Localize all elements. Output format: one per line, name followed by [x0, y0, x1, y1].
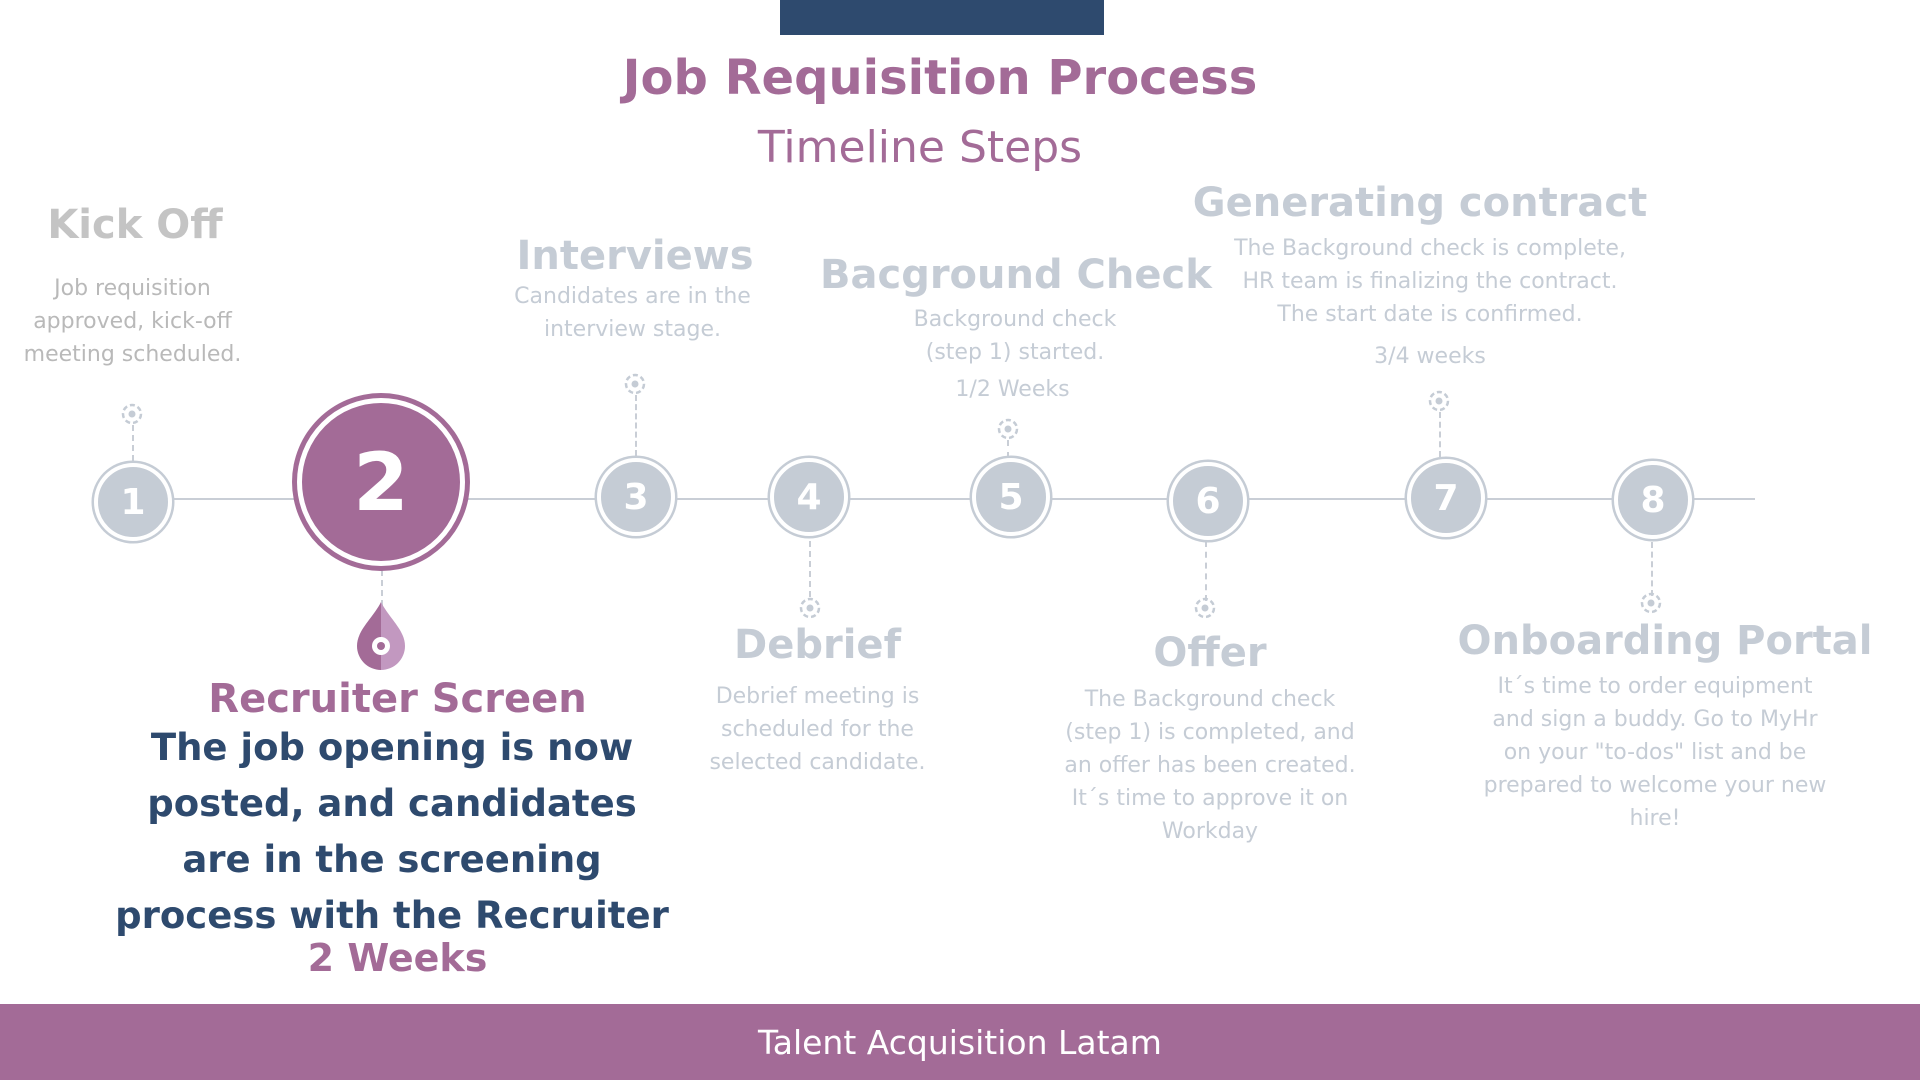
step-6-title: Offer: [1153, 630, 1267, 676]
step-4-description: Debrief meeting is scheduled for the sel…: [709, 684, 926, 775]
footer-text: Talent Acquisition Latam: [758, 1022, 1162, 1062]
step-circle-2: 2: [297, 398, 465, 566]
step-circle-7: 7: [1407, 459, 1485, 537]
step-2-description: The job opening is now posted, and candi…: [115, 726, 669, 937]
header-accent-bar: [780, 0, 1104, 35]
pin-step-4-icon: [799, 597, 821, 619]
connector-step-3: [635, 395, 637, 456]
active-step-marker-icon: [357, 602, 405, 670]
step-6-description: The Background check (step 1) is complet…: [1064, 687, 1356, 844]
footer-bar: Talent Acquisition Latam: [0, 1004, 1920, 1080]
step-5-title: Bacground Check: [820, 252, 1212, 298]
timeline-line: [130, 498, 1755, 500]
step-5-description: Background check (step 1) started.: [913, 307, 1117, 365]
pin-step-1-icon: [121, 403, 143, 425]
step-3-description: Candidates are in the interview stage.: [514, 284, 751, 342]
pin-step-7-icon: [1428, 390, 1450, 412]
step-1-description: Job requisition approved, kick-off meeti…: [23, 276, 242, 367]
step-4-title: Debrief: [734, 622, 901, 668]
page-title: Job Requisition Process: [622, 50, 1258, 106]
step-7-title: Generating contract: [1192, 180, 1648, 226]
step-7-duration: 3/4 weeks: [1374, 344, 1486, 369]
connector-step-6: [1205, 541, 1207, 601]
step-circle-8: 8: [1614, 461, 1692, 539]
step-circle-4: 4: [770, 458, 848, 536]
step-circle-1: 1: [94, 463, 172, 541]
step-5-duration: 1/2 Weeks: [955, 377, 1070, 402]
connector-step-8: [1651, 542, 1653, 596]
connector-step-2: [381, 570, 383, 606]
step-circle-6: 6: [1169, 462, 1247, 540]
step-7-description: The Background check is complete, HR tea…: [1234, 236, 1626, 327]
pin-step-6-icon: [1194, 597, 1216, 619]
pin-step-8-icon: [1640, 592, 1662, 614]
connector-step-7: [1439, 412, 1441, 457]
connector-step-1: [132, 425, 134, 461]
connector-step-5: [1007, 440, 1009, 458]
step-2-title: Recruiter Screen: [208, 676, 587, 722]
step-circle-5: 5: [972, 458, 1050, 536]
pin-step-5-icon: [997, 418, 1019, 440]
page-subtitle: Timeline Steps: [757, 122, 1083, 173]
step-3-title: Interviews: [516, 233, 754, 279]
step-circle-3: 3: [597, 458, 675, 536]
step-1-title: Kick Off: [47, 202, 223, 248]
step-8-title: Onboarding Portal: [1457, 618, 1873, 664]
step-8-description: It´s time to order equipment and sign a …: [1483, 674, 1827, 831]
step-2-duration: 2 Weeks: [307, 936, 488, 980]
connector-step-4: [809, 541, 811, 597]
pin-step-3-icon: [624, 373, 646, 395]
